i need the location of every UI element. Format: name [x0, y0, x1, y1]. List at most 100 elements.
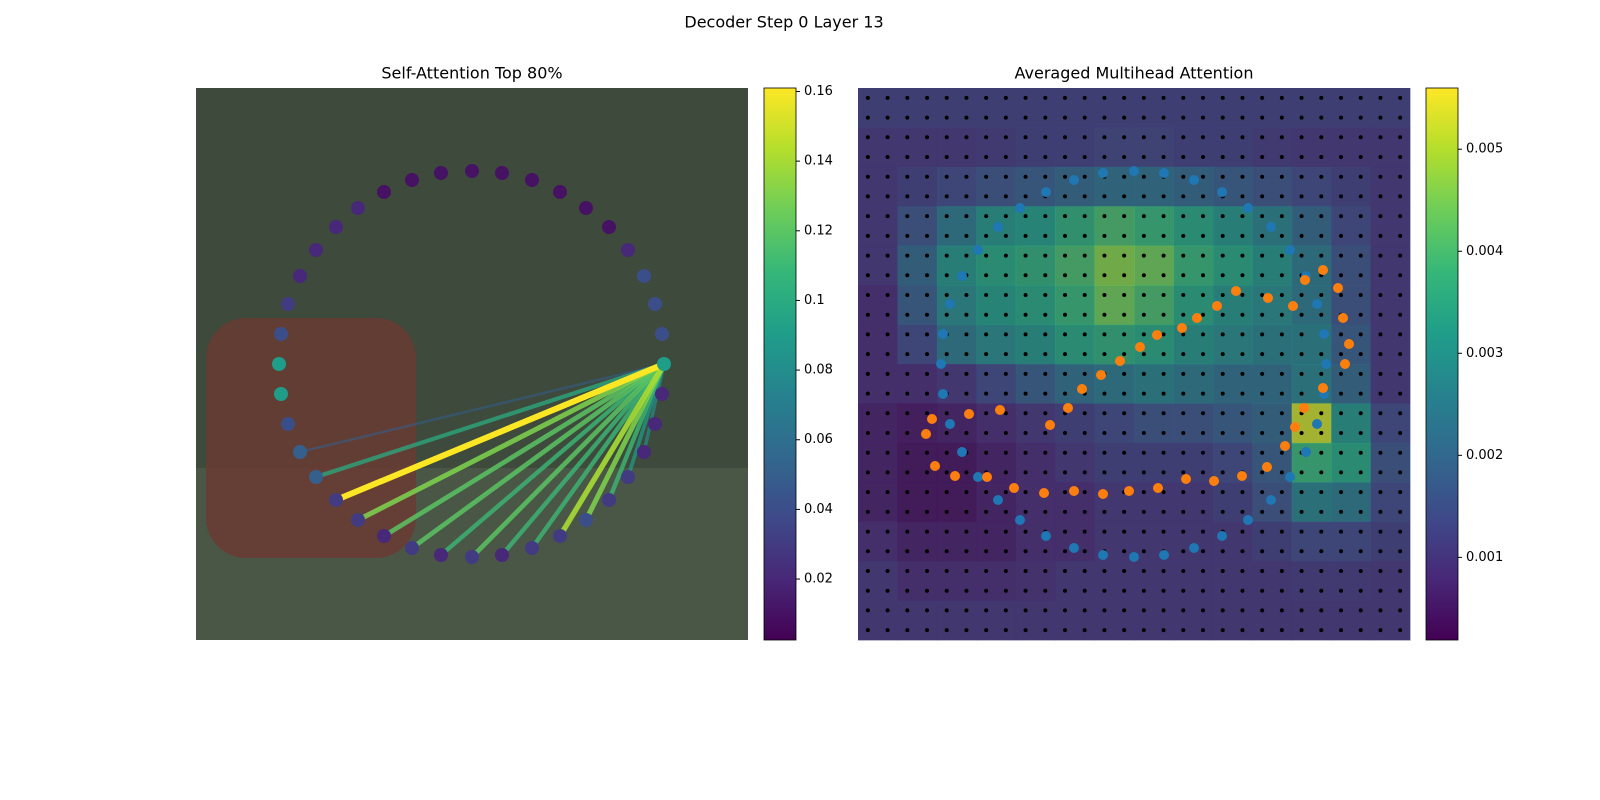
reference-dot: [1299, 490, 1304, 495]
reference-dot: [1358, 628, 1363, 633]
heatmap-cell: [1055, 561, 1096, 602]
point: [1015, 203, 1025, 213]
reference-dot: [1378, 628, 1383, 633]
reference-dot: [1161, 312, 1166, 317]
heatmap-cell: [1173, 600, 1214, 641]
reference-dot: [944, 628, 949, 633]
reference-dot: [865, 588, 870, 593]
heatmap-cell: [1291, 442, 1332, 483]
point: [1333, 283, 1343, 293]
reference-dot: [905, 628, 910, 633]
reference-dot: [1358, 135, 1363, 140]
reference-dot: [1122, 352, 1127, 357]
heatmap-cell: [976, 364, 1017, 404]
reference-dot: [1299, 293, 1304, 297]
reference-dot: [1319, 549, 1324, 554]
reference-dot: [885, 352, 890, 357]
reference-dot: [1043, 135, 1048, 140]
reference-dot: [1082, 569, 1087, 573]
reference-dot: [885, 549, 890, 554]
reference-dot: [905, 293, 910, 297]
reference-dot: [1358, 352, 1363, 357]
reference-dot: [1043, 352, 1048, 357]
reference-dot: [885, 273, 890, 278]
reference-dot: [925, 135, 929, 140]
reference-dot: [1260, 588, 1265, 593]
reference-dot: [1102, 155, 1107, 159]
heatmap-cell: [1331, 127, 1372, 168]
reference-dot: [1063, 509, 1067, 514]
reference-dot: [1220, 628, 1225, 633]
reference-dot: [1023, 115, 1028, 120]
reference-dot: [1023, 411, 1028, 416]
reference-dot: [1141, 253, 1146, 258]
point: [921, 429, 931, 439]
reference-dot: [905, 233, 910, 238]
reference-dot: [1201, 391, 1205, 396]
reference-dot: [944, 509, 949, 514]
heatmap-cell: [1173, 521, 1214, 562]
reference-dot: [1358, 214, 1363, 219]
heatmap-cell: [897, 442, 938, 483]
reference-dot: [1003, 135, 1008, 140]
reference-dot: [1398, 332, 1403, 337]
reference-dot: [865, 352, 870, 357]
reference-dot: [1279, 450, 1284, 455]
reference-dot: [865, 214, 870, 219]
reference-dot: [1260, 549, 1265, 554]
reference-dot: [1220, 569, 1225, 573]
reference-dot: [1260, 470, 1265, 475]
reference-dot: [905, 450, 910, 455]
reference-dot: [1063, 273, 1067, 278]
reference-dot: [1043, 233, 1048, 238]
reference-dot: [1358, 174, 1363, 179]
reference-dot: [1141, 273, 1146, 278]
reference-dot: [1102, 115, 1107, 120]
reference-dot: [1161, 293, 1166, 297]
reference-dot: [1339, 450, 1343, 455]
reference-dot: [1260, 391, 1265, 396]
heatmap-cell: [1015, 88, 1056, 128]
reference-dot: [1378, 174, 1383, 179]
reference-dot: [984, 371, 989, 376]
reference-dot: [1220, 155, 1225, 159]
heatmap-cell: [1252, 561, 1293, 602]
reference-dot: [1043, 371, 1048, 376]
reference-dot: [1063, 470, 1067, 475]
reference-dot: [905, 411, 910, 416]
reference-dot: [1240, 293, 1245, 297]
point: [1192, 313, 1202, 323]
reference-dot: [1141, 135, 1146, 140]
reference-dot: [1181, 371, 1186, 376]
colorbar-tick-label: 0.003: [1466, 346, 1503, 361]
reference-dot: [944, 549, 949, 554]
attention-link: [313, 361, 667, 480]
point: [1129, 166, 1139, 176]
reference-dot: [964, 569, 969, 573]
colorbar-tick-label: 0.08: [804, 363, 833, 378]
reference-dot: [1102, 135, 1107, 140]
reference-dot: [865, 312, 870, 317]
reference-dot: [1023, 174, 1028, 179]
reference-dot: [1161, 490, 1166, 495]
heatmap-cell: [1015, 324, 1056, 365]
reference-dot: [984, 411, 989, 416]
reference-dot: [1260, 411, 1265, 416]
reference-dot: [1003, 628, 1008, 633]
reference-dot: [1279, 470, 1284, 475]
reference-dot: [1299, 588, 1304, 593]
point: [1266, 495, 1276, 505]
reference-dot: [1161, 450, 1166, 455]
reference-dot: [1220, 135, 1225, 140]
heatmap-cell: [1094, 88, 1135, 128]
heatmap-cell: [976, 245, 1017, 286]
reference-dot: [1240, 509, 1245, 514]
reference-dot: [1043, 155, 1048, 159]
reference-dot: [944, 352, 949, 357]
reference-dot: [1201, 628, 1205, 633]
heatmap-cell: [1370, 88, 1411, 128]
heatmap-cell: [1212, 403, 1253, 444]
reference-dot: [1102, 608, 1107, 613]
reference-dot: [885, 450, 890, 455]
